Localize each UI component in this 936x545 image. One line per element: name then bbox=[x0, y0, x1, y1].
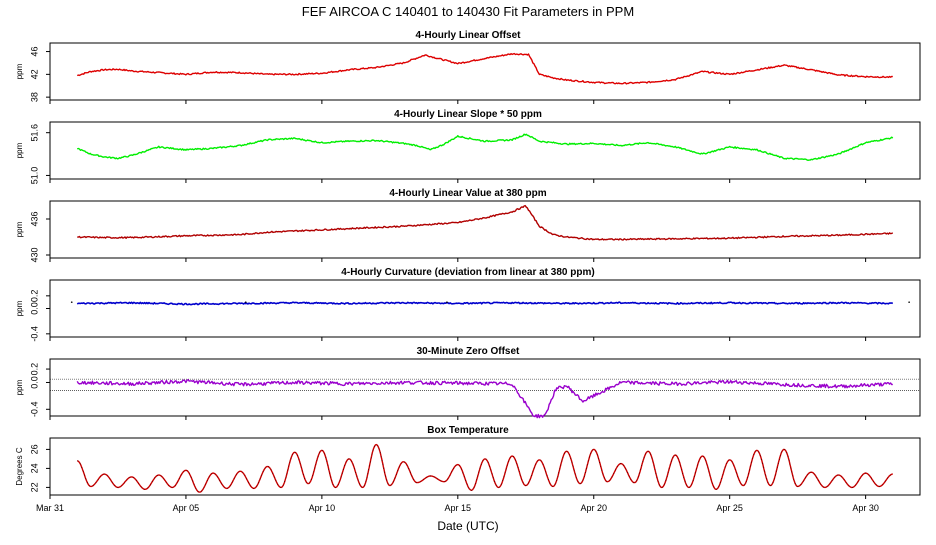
panel-frame bbox=[49, 42, 921, 101]
y-axis-label: ppm bbox=[15, 63, 24, 79]
panel-frame bbox=[49, 200, 921, 259]
panel-frame bbox=[49, 358, 921, 417]
panel-3: 4-Hourly Linear Value at 380 ppm 430 436 pp… bbox=[15, 188, 921, 263]
y-axis-label: Degrees C bbox=[15, 447, 24, 485]
x-tick-label: Apr 25 bbox=[716, 503, 743, 513]
y-axis-label: ppm bbox=[15, 221, 24, 237]
panel-title: 4-Hourly Linear Slope * 50 ppm bbox=[394, 109, 542, 120]
y-tick-label: 0.2 bbox=[29, 363, 39, 376]
y-tick-label: 42 bbox=[29, 69, 39, 79]
y-tick-label: 0.0 bbox=[29, 302, 39, 315]
outlier-point bbox=[244, 301, 247, 303]
series-line bbox=[76, 52, 893, 85]
series-line bbox=[76, 301, 894, 306]
x-axis-label: Date (UTC) bbox=[437, 519, 498, 533]
panel-title: 4-Hourly Linear Value at 380 ppm bbox=[389, 188, 546, 199]
panel-title: 30-Minute Zero Offset bbox=[417, 346, 520, 357]
y-tick-label: 38 bbox=[29, 92, 39, 102]
series-line bbox=[77, 443, 893, 493]
x-tick-label: Apr 10 bbox=[309, 503, 336, 513]
outlier-point bbox=[908, 301, 910, 303]
y-tick-label: 46 bbox=[29, 47, 39, 57]
panel-frame bbox=[49, 437, 921, 496]
y-tick-label: 436 bbox=[29, 211, 39, 226]
panel-1: 4-Hourly Linear Offset 38 42 46 ppm bbox=[15, 30, 921, 104]
panel-title: 4-Hourly Curvature (deviation from linea… bbox=[341, 267, 594, 278]
panel-4: 4-Hourly Curvature (deviation from linea… bbox=[15, 267, 921, 342]
x-tick-label: Mar 31 bbox=[36, 503, 64, 513]
y-tick-label: 0.0 bbox=[29, 376, 39, 389]
y-tick-label: 0.2 bbox=[29, 290, 39, 303]
outlier-point bbox=[446, 301, 448, 303]
panel-6: Box Temperature 22 24 26 Degrees C bbox=[15, 425, 921, 499]
panel-title: Box Temperature bbox=[427, 425, 509, 436]
series-line bbox=[77, 204, 894, 241]
x-tick-label: Apr 30 bbox=[852, 503, 879, 513]
panel-frame bbox=[49, 121, 921, 180]
outlier-point bbox=[70, 301, 73, 303]
panel-2: 4-Hourly Linear Slope * 50 ppm 51.0 51.6 pp… bbox=[15, 109, 921, 185]
y-axis-label: ppm bbox=[15, 379, 24, 395]
x-tick-label: Apr 15 bbox=[445, 503, 472, 513]
series-line bbox=[76, 379, 893, 419]
panel-frame bbox=[49, 279, 921, 338]
y-tick-label: 51.0 bbox=[29, 167, 39, 185]
y-tick-label: 51.6 bbox=[29, 124, 39, 142]
y-tick-label: 26 bbox=[29, 444, 39, 454]
panel-5: 30-Minute Zero Offset -0.4 0.00.2 ppm bbox=[15, 346, 921, 420]
x-tick-label: Apr 20 bbox=[580, 503, 607, 513]
panel-title: 4-Hourly Linear Offset bbox=[415, 30, 521, 41]
chart-title: FEF AIRCOA C 140401 to 140430 Fit Parame… bbox=[302, 4, 634, 19]
y-tick-label: -0.4 bbox=[29, 326, 39, 342]
y-tick-label: 22 bbox=[29, 482, 39, 492]
y-axis-label: ppm bbox=[15, 300, 24, 316]
y-axis-label: ppm bbox=[15, 142, 24, 158]
y-tick-label: 24 bbox=[29, 463, 39, 473]
y-tick-label: 430 bbox=[29, 247, 39, 262]
x-tick-label: Apr 05 bbox=[173, 503, 200, 513]
series-line bbox=[76, 133, 894, 161]
y-tick-label: -0.4 bbox=[29, 402, 39, 418]
